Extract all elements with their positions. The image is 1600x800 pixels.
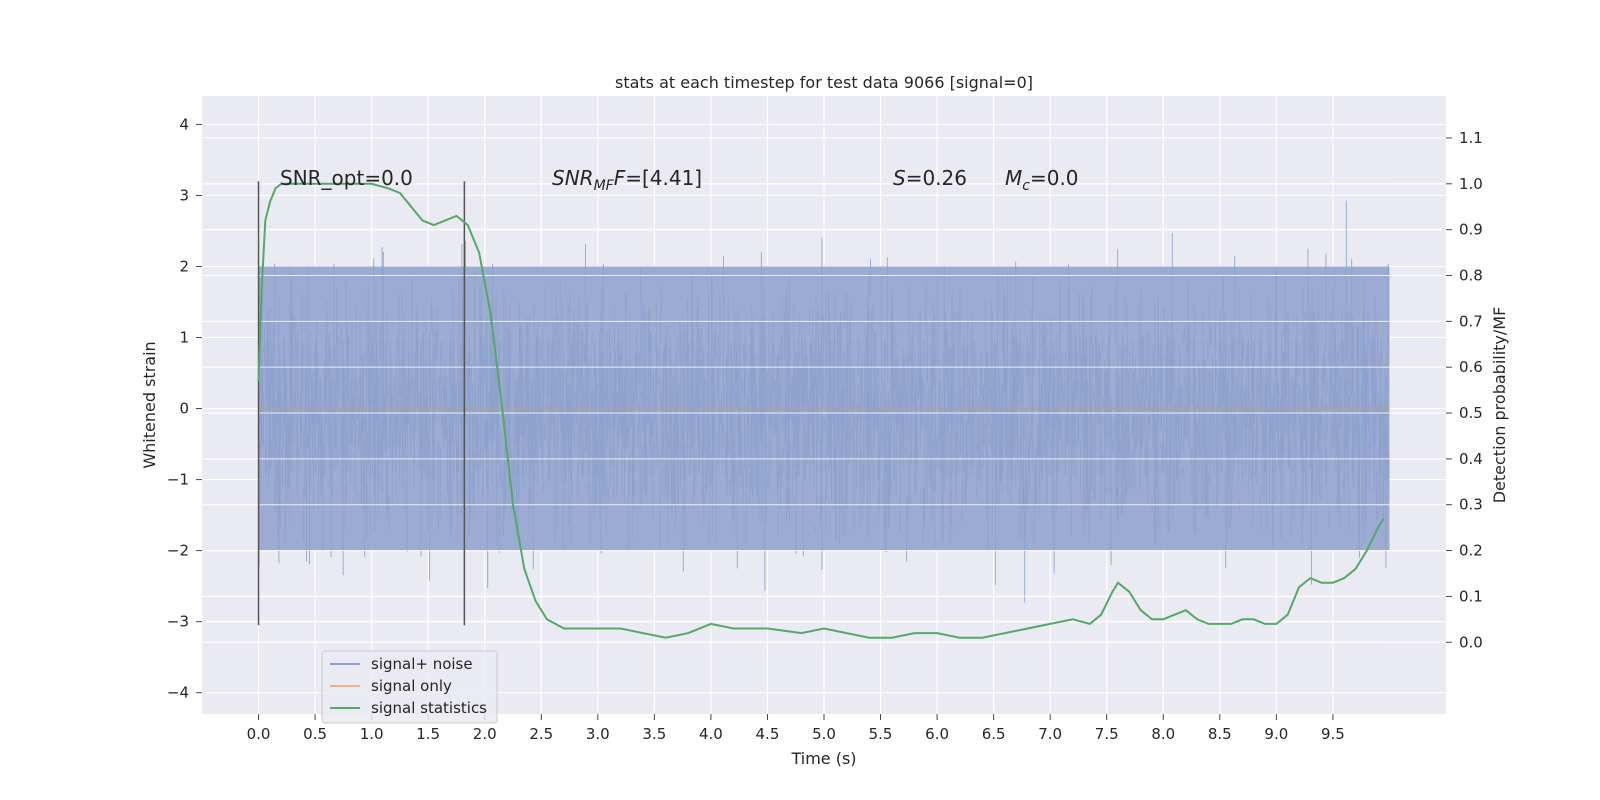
x-tick-label: 6.0 [925, 725, 949, 743]
x-axis-ticks: 0.0 0.5 1.0 1.5 2.0 2.5 3.0 3.5 4.0 4.5 5.0 5.5 6.0 6… [247, 714, 1345, 743]
y-tick-label: 4 [179, 115, 189, 133]
x-tick-label: 1.0 [360, 725, 384, 743]
x-tick-label: 5.0 [812, 725, 836, 743]
y2-axis-ticks: 1.1 1.0 0.9 0.8 0.7 0.6 0.5 0.4 0.3 0.2 0.1 0.0 [1446, 129, 1483, 651]
legend-label-signal-only: signal only [371, 677, 452, 695]
y2-tick-label: 0.0 [1459, 633, 1483, 651]
x-tick-label: 9.0 [1264, 725, 1288, 743]
x-tick-label: 1.5 [416, 725, 440, 743]
y2-tick-label: 0.8 [1459, 266, 1483, 284]
annotation-s-main: S [893, 166, 906, 190]
x-tick-label: 4.0 [699, 725, 723, 743]
legend-box [321, 650, 498, 724]
y2-tick-label: 0.6 [1459, 358, 1483, 376]
chart-title: stats at each timestep for test data 906… [615, 73, 1033, 92]
annotation-mc-main: M [1005, 166, 1022, 190]
y2-tick-label: 0.4 [1459, 450, 1483, 468]
annotation-snr-mf-sub: MF [594, 178, 615, 194]
y2-tick-label: 1.0 [1459, 175, 1483, 193]
x-tick-label: 7.0 [1038, 725, 1062, 743]
x-tick-label: 3.0 [586, 725, 610, 743]
x-tick-label: 8.0 [1151, 725, 1175, 743]
y2-tick-label: 0.5 [1459, 404, 1483, 422]
y2-axis-title: Detection probability/MF [1490, 307, 1509, 504]
x-tick-label: 0.5 [303, 725, 327, 743]
y2-tick-label: 0.7 [1459, 312, 1483, 330]
annotation-snr-mf-f: F [614, 166, 626, 190]
y2-tick-label: 0.3 [1459, 496, 1483, 514]
legend-label-signal-statistics: signal statistics [371, 699, 487, 717]
y-tick-label: −3 [167, 613, 189, 631]
signal-statistics-series [257, 182, 1385, 639]
x-tick-label: 9.5 [1321, 725, 1345, 743]
y-tick-label: −4 [167, 684, 189, 702]
annotation-snr-mf-main: SNR [552, 166, 594, 190]
annotation-mc-sub: c [1022, 178, 1030, 194]
annotation-s-rest: =0.26 [906, 166, 967, 190]
x-tick-label: 4.5 [756, 725, 780, 743]
y-tick-label: −1 [167, 471, 189, 489]
x-tick-label: 3.5 [642, 725, 666, 743]
y-tick-label: 0 [179, 400, 189, 418]
x-tick-label: 2.0 [473, 725, 497, 743]
annotation-snr-opt: SNR_opt=0.0 [280, 166, 413, 190]
x-tick-label: 5.5 [869, 725, 893, 743]
annotation-mc: Mc=0.0 [1005, 166, 1079, 194]
y-tick-label: 2 [179, 257, 189, 275]
vertical-markers [257, 181, 466, 626]
x-axis-title: Time (s) [790, 749, 856, 768]
annotation-snr-mf: SNRMFF=[4.41] [552, 166, 702, 194]
x-tick-label: 8.5 [1208, 725, 1232, 743]
y2-tick-label: 1.1 [1459, 129, 1483, 147]
y2-tick-label: 0.2 [1459, 542, 1483, 560]
y2-tick-label: 0.1 [1459, 587, 1483, 605]
y-tick-label: 3 [179, 186, 189, 204]
annotation-mc-rest: =0.0 [1030, 166, 1079, 190]
legend-label-signal-noise: signal+ noise [371, 655, 473, 673]
x-tick-label: 2.5 [529, 725, 553, 743]
x-tick-label: 0.0 [247, 725, 271, 743]
y-tick-label: −2 [167, 542, 189, 560]
y-axis-ticks: 4 3 2 1 0 −1 −2 −3 −4 [167, 115, 202, 702]
y-tick-label: 1 [179, 329, 189, 347]
x-tick-label: 6.5 [982, 725, 1006, 743]
y-axis-title: Whitened strain [140, 341, 159, 468]
annotation-s: S=0.26 [893, 166, 967, 190]
y2-tick-label: 0.9 [1459, 221, 1483, 239]
legend: signal+ noise signal only signal statist… [321, 650, 498, 724]
annotation-snr-mf-rest: =[4.41] [625, 166, 702, 190]
x-tick-label: 7.5 [1095, 725, 1119, 743]
